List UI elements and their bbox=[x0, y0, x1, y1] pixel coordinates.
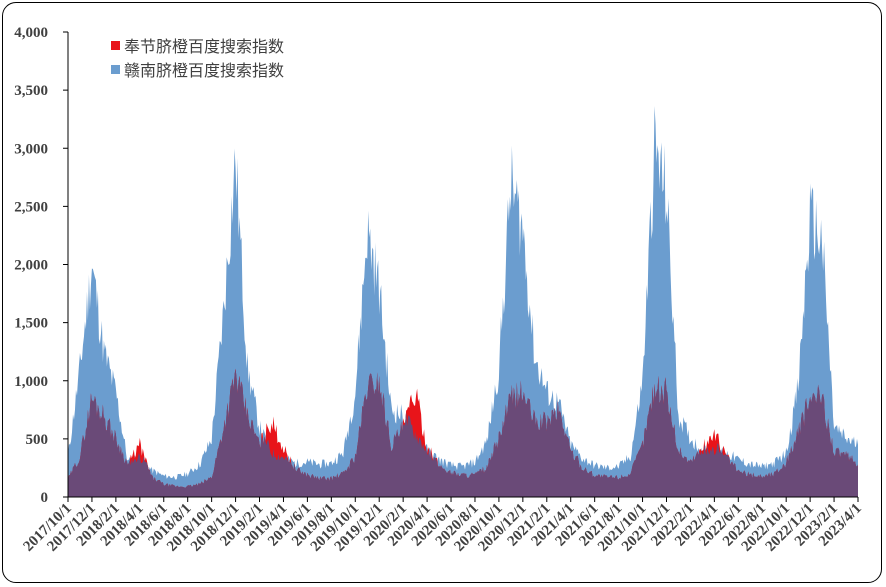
series-areas bbox=[68, 105, 858, 497]
legend-label-fengjie: 奉节脐橙百度搜索指数 bbox=[124, 37, 284, 56]
y-tick-label: 3,000 bbox=[14, 141, 48, 157]
legend-swatch-fengjie bbox=[111, 41, 120, 50]
legend-label-gannan: 赣南脐橙百度搜索指数 bbox=[124, 61, 284, 80]
y-tick-label: 3,500 bbox=[14, 83, 48, 99]
legend: 奉节脐橙百度搜索指数 赣南脐橙百度搜索指数 bbox=[111, 37, 284, 80]
axis-lines bbox=[63, 31, 859, 502]
y-tick-label: 1,000 bbox=[14, 374, 48, 390]
series-overlap-area bbox=[68, 368, 858, 497]
y-tick-label: 2,500 bbox=[14, 199, 48, 215]
x-axis: 2017/10/12017/12/12018/2/12018/4/12018/6… bbox=[20, 501, 864, 555]
y-axis: 0 500 1,000 1,500 2,000 2,500 3,000 3,500 4,000 bbox=[14, 25, 48, 506]
y-tick-label: 2,000 bbox=[14, 258, 48, 274]
y-tick-label: 1,500 bbox=[14, 316, 48, 332]
legend-swatch-gannan bbox=[111, 65, 120, 74]
y-tick-label: 4,000 bbox=[14, 25, 48, 41]
y-tick-label: 0 bbox=[41, 490, 49, 506]
y-tick-label: 500 bbox=[26, 432, 49, 448]
series-area-gannan bbox=[68, 105, 858, 497]
